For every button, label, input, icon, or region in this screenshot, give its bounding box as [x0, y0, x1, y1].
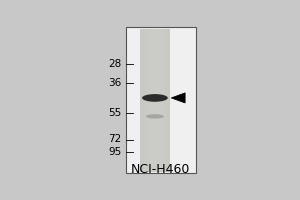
- Text: 95: 95: [108, 147, 121, 157]
- Bar: [146, 29, 147, 172]
- Bar: [140, 29, 141, 172]
- Bar: [159, 29, 161, 172]
- Text: 72: 72: [108, 134, 121, 144]
- Bar: [153, 29, 155, 172]
- Bar: [156, 29, 158, 172]
- Bar: [155, 29, 156, 172]
- Bar: [144, 29, 146, 172]
- Bar: [141, 29, 143, 172]
- Bar: [169, 29, 170, 172]
- Ellipse shape: [146, 114, 164, 119]
- Bar: [161, 29, 163, 172]
- Ellipse shape: [142, 94, 168, 102]
- Bar: [143, 29, 144, 172]
- Polygon shape: [171, 93, 185, 103]
- Bar: [150, 29, 152, 172]
- Text: 36: 36: [108, 78, 121, 88]
- Bar: [152, 29, 153, 172]
- Bar: [164, 29, 166, 172]
- Bar: [166, 29, 167, 172]
- Bar: [147, 29, 149, 172]
- Text: NCI-H460: NCI-H460: [130, 163, 190, 176]
- Bar: [167, 29, 169, 172]
- Text: 55: 55: [108, 108, 121, 118]
- Bar: [126, 27, 196, 173]
- Bar: [163, 29, 164, 172]
- Text: 28: 28: [108, 59, 121, 69]
- Bar: [158, 29, 159, 172]
- Bar: [140, 29, 170, 172]
- Bar: [149, 29, 150, 172]
